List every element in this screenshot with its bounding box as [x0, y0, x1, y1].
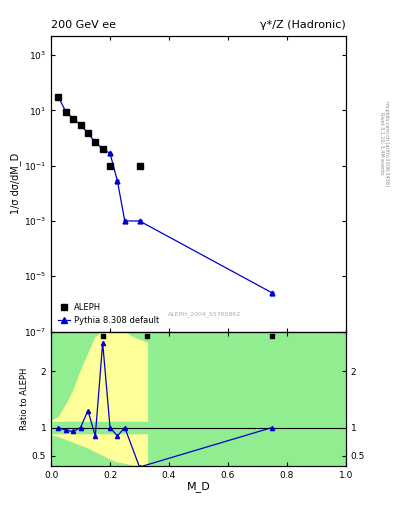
Legend: ALEPH, Pythia 8.308 default: ALEPH, Pythia 8.308 default [55, 300, 162, 327]
Text: 200 GeV ee: 200 GeV ee [51, 20, 116, 30]
Text: mcplots.cern.ch [arXiv:1306.3436]: mcplots.cern.ch [arXiv:1306.3436] [384, 101, 389, 186]
Text: ALEPH_2004_S5765862: ALEPH_2004_S5765862 [168, 311, 241, 317]
Y-axis label: 1/σ dσ/dM_D: 1/σ dσ/dM_D [10, 153, 21, 215]
Y-axis label: Ratio to ALEPH: Ratio to ALEPH [20, 368, 29, 430]
Text: Rivet 3.1.10, 3.4M events: Rivet 3.1.10, 3.4M events [379, 112, 384, 175]
Text: γ*/Z (Hadronic): γ*/Z (Hadronic) [260, 20, 346, 30]
X-axis label: M_D: M_D [187, 481, 210, 492]
